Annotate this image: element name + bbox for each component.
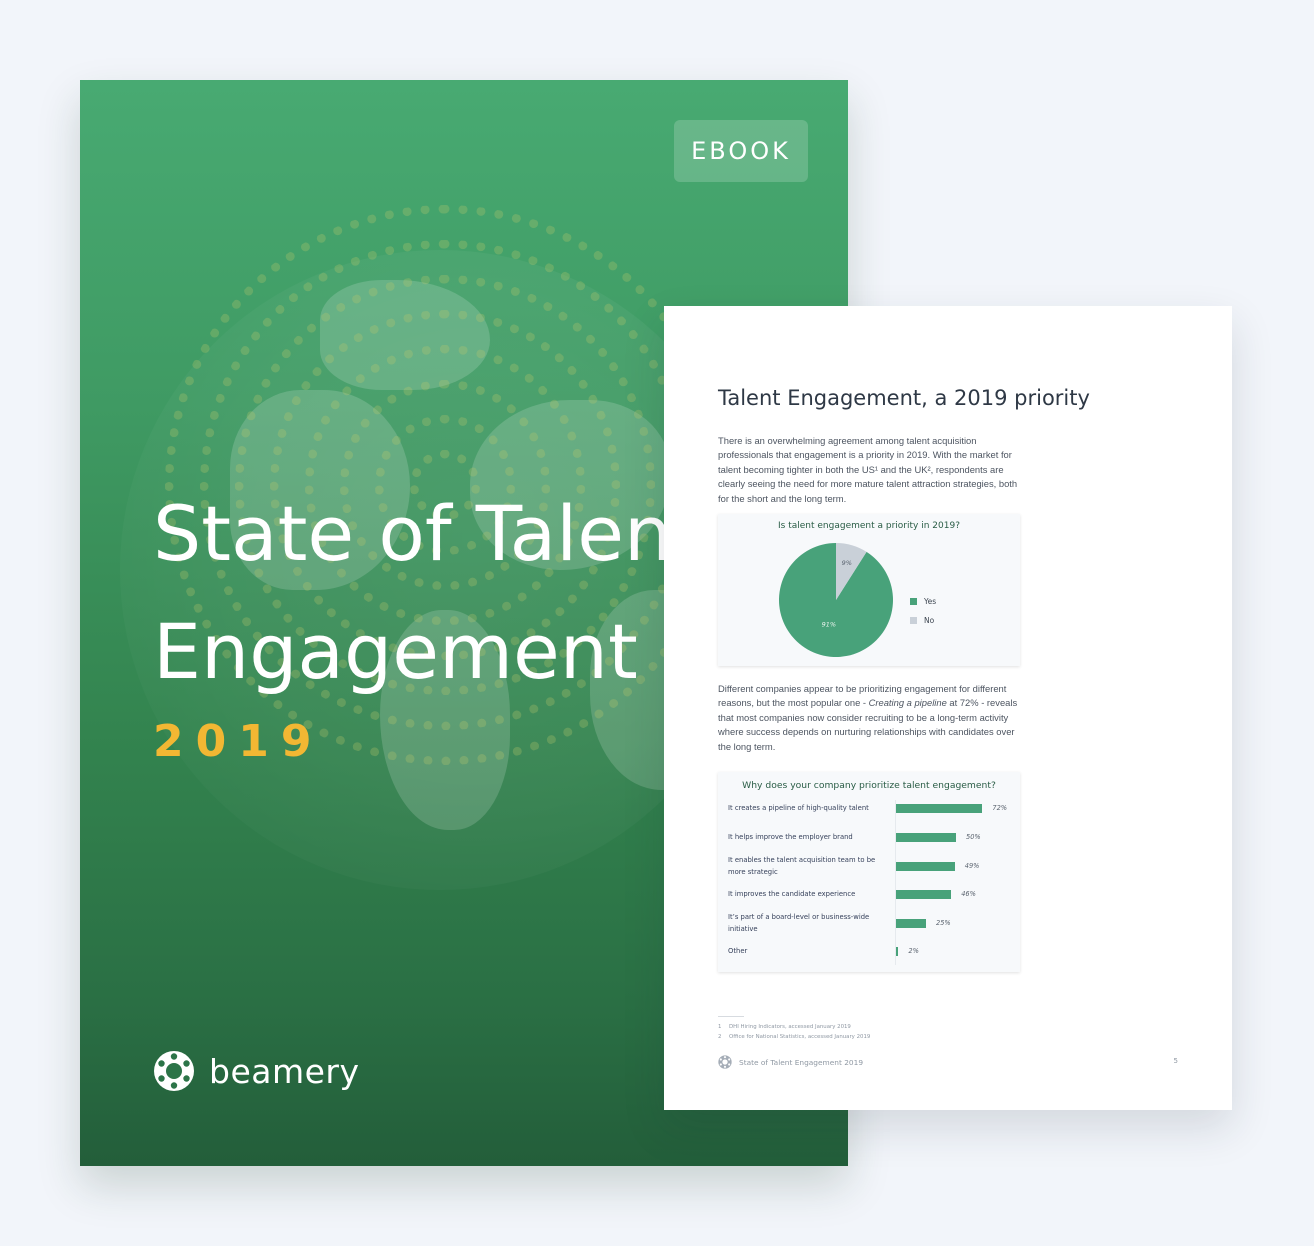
- pie-chart-title: Is talent engagement a priority in 2019?: [778, 521, 960, 531]
- second-paragraph-emphasis: Creating a pipeline: [868, 697, 947, 709]
- legend-swatch: [910, 598, 917, 605]
- bar-chart-card: Why does your company prioritize talent …: [718, 772, 1020, 972]
- pie-data-label: 91%: [822, 621, 836, 629]
- second-paragraph: Different companies appear to be priorit…: [718, 682, 1028, 754]
- bar: [896, 919, 926, 928]
- page-number: 5: [1173, 1057, 1178, 1065]
- pie-chart-card: Is talent engagement a priority in 2019?…: [718, 514, 1020, 666]
- ebook-badge: EBOOK: [674, 120, 808, 182]
- bar-value-label: 25%: [936, 919, 951, 927]
- beamery-logo-icon: [718, 1055, 732, 1069]
- cover-title: State of Talent Engagement: [153, 475, 848, 711]
- bar: [896, 890, 952, 899]
- bar-value-label: 49%: [964, 862, 980, 870]
- pie-data-label: 9%: [842, 559, 852, 567]
- footnote: 1 DHI Hiring Indicators, accessed January…: [718, 1022, 870, 1032]
- ebook-cover: EBOOK State of Talent Engagement 2019 be…: [80, 80, 848, 1166]
- legend-label: Yes: [924, 597, 937, 606]
- bar-category-label: Other: [728, 947, 748, 955]
- footnote-number: 2: [718, 1034, 722, 1040]
- bar-category-label: It improves the candidate experience: [728, 890, 856, 898]
- bar-value-label: 50%: [966, 833, 981, 841]
- brand-lockup: beamery: [153, 1050, 360, 1092]
- footer-title: State of Talent Engagement 2019: [739, 1057, 864, 1067]
- bar-value-label: 2%: [908, 947, 919, 955]
- legend-item: Yes: [910, 592, 936, 611]
- footnote-text: DHI Hiring Indicators, accessed January …: [729, 1024, 851, 1030]
- second-paragraph-end: at 72% - reveals that most companies now…: [718, 697, 1018, 752]
- bar-category-label: It helps improve the employer brand: [728, 833, 853, 841]
- page-footer: State of Talent Engagement 2019: [718, 1055, 863, 1069]
- cover-title-line1: State of Talent: [153, 489, 702, 578]
- bar-category-label: It’s part of a board-level or business-w…: [728, 913, 870, 933]
- pie-slice-no: [836, 543, 867, 600]
- bar: [896, 947, 899, 956]
- bar-category-label: It enables the talent acquisition team t…: [728, 856, 876, 876]
- bar: [896, 862, 955, 871]
- globe-illustration: [120, 205, 760, 890]
- footnote: 2 Office for National Statistics, accesse…: [718, 1032, 870, 1042]
- intro-paragraph: There is an overwhelming agreement among…: [718, 435, 1018, 504]
- legend-swatch: [910, 617, 917, 624]
- brand-name: beamery: [209, 1051, 360, 1091]
- footnote-number: 1: [718, 1024, 722, 1030]
- cover-year: 2019: [153, 716, 324, 767]
- bar-value-label: 46%: [961, 890, 976, 898]
- footnote-divider: [718, 1016, 744, 1017]
- page-title: Talent Engagement, a 2019 priority: [718, 386, 1090, 410]
- legend-item: No: [910, 611, 936, 630]
- footnotes: 1 DHI Hiring Indicators, accessed January…: [718, 1022, 870, 1042]
- beamery-logo-icon: [154, 1051, 194, 1091]
- bar-axis-line: [895, 800, 896, 965]
- footnote-text: Office for National Statistics, accessed…: [729, 1034, 871, 1040]
- cover-title-line2: Engagement: [153, 607, 638, 696]
- legend-label: No: [924, 616, 935, 625]
- bar-chart-title: Why does your company prioritize talent …: [742, 780, 996, 791]
- report-page: Talent Engagement, a 2019 priority There…: [664, 306, 1232, 1110]
- bar: [896, 833, 956, 842]
- pie-legend: Yes No: [910, 592, 936, 630]
- pie-chart: 91% 9%: [779, 543, 893, 657]
- bar-value-label: 72%: [992, 804, 1008, 812]
- second-paragraph-start: Different companies appear to be priorit…: [718, 683, 1007, 709]
- bar-category-label: It creates a pipeline of high-quality ta…: [728, 804, 869, 812]
- bar: [896, 804, 983, 813]
